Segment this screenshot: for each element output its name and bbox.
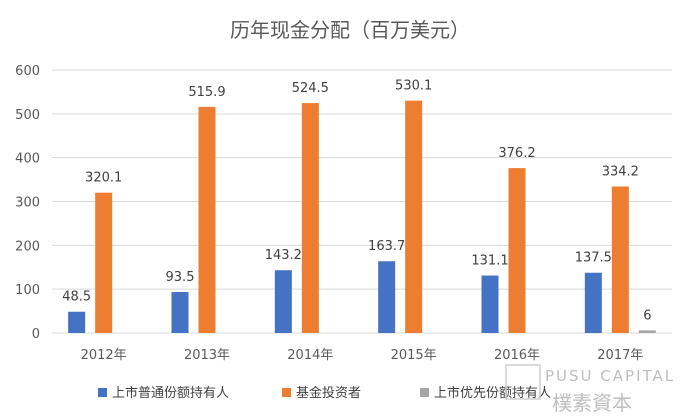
y-tick-label: 600: [15, 64, 40, 79]
data-label: 6: [643, 308, 651, 323]
y-tick-label: 100: [15, 283, 40, 298]
x-tick-label: 2015年: [391, 348, 437, 363]
legend-swatch: [282, 388, 291, 397]
data-label: 320.1: [85, 171, 122, 186]
data-label: 131.1: [471, 254, 508, 269]
y-tick-label: 200: [15, 239, 40, 254]
legend-swatch: [420, 388, 429, 397]
bar: [378, 261, 396, 333]
watermark: PUSU CAPITAL 樸素資本: [505, 364, 675, 415]
data-label: 143.2: [265, 248, 302, 263]
data-label: 48.5: [62, 290, 91, 305]
y-tick-label: 400: [15, 152, 40, 167]
bar: [198, 106, 216, 333]
bar: [638, 330, 656, 333]
data-label: 163.7: [368, 239, 405, 254]
data-label: 376.2: [498, 146, 535, 161]
bars: [68, 100, 656, 334]
legend-label: 上市普通份额持有人: [112, 385, 229, 401]
data-label: 530.1: [395, 79, 432, 94]
bar: [508, 168, 526, 333]
chart-title: 历年现金分配（百万美元）: [230, 18, 470, 42]
bar: [301, 103, 319, 333]
x-tick-label: 2016年: [494, 348, 540, 363]
x-axis: 2012年 2013年 2014年 2015年 2016年 2017年: [81, 348, 644, 363]
y-axis: 0 100 200 300 400 500 600: [15, 64, 40, 342]
data-labels: 48.5 320.1 93.5 515.9 143.2 524.5 163.7 530.1 13…: [62, 79, 651, 324]
watermark-latin: PUSU CAPITAL: [545, 367, 675, 385]
watermark-seal-icon: [505, 364, 541, 400]
x-tick-label: 2012年: [81, 348, 127, 363]
y-tick-label: 0: [32, 327, 40, 342]
bar: [405, 100, 423, 334]
data-label: 334.2: [602, 165, 639, 180]
bar: [68, 311, 86, 333]
x-tick-label: 2013年: [184, 348, 230, 363]
bar: [171, 292, 189, 333]
bar: [481, 275, 499, 333]
legend: 上市普通份额持有人 基金投资者 上市优先份额持有人: [98, 385, 551, 401]
y-tick-label: 500: [15, 108, 40, 123]
data-label: 524.5: [292, 81, 329, 96]
bar: [95, 192, 113, 333]
legend-label: 上市优先份额持有人: [434, 385, 551, 401]
x-tick-label: 2017年: [597, 348, 643, 363]
legend-label: 基金投资者: [296, 385, 361, 401]
watermark-cjk: 樸素資本: [552, 391, 632, 415]
gridlines: [52, 69, 672, 334]
data-label: 137.5: [575, 251, 612, 266]
bar: [584, 272, 602, 333]
data-label: 93.5: [166, 270, 195, 285]
y-tick-label: 300: [15, 196, 40, 211]
bar: [611, 186, 629, 333]
bar: [274, 270, 292, 333]
x-tick-label: 2014年: [287, 348, 333, 363]
data-label: 515.9: [188, 85, 225, 100]
legend-swatch: [98, 388, 107, 397]
